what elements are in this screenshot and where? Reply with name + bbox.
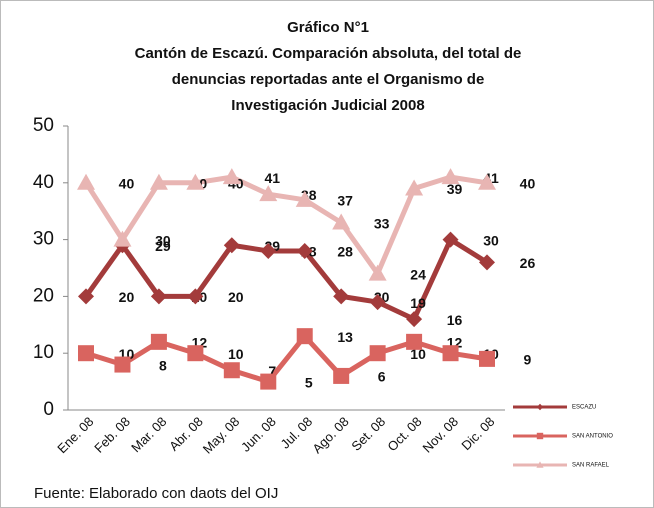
y-tick-label: 30 [33,229,54,250]
marker [260,373,277,390]
marker [223,362,240,379]
marker [77,173,95,190]
marker [442,345,459,362]
marker [406,333,423,350]
data-label: 8 [159,357,167,373]
data-label: 6 [378,369,386,385]
marker [296,242,313,259]
chart-title: Gráfico N°1 [287,19,369,36]
data-label: 13 [337,329,353,345]
data-label: 29 [155,238,171,254]
data-label: 40 [119,176,135,192]
marker [149,173,168,190]
data-label: 19 [410,295,426,311]
data-label: 7 [268,363,276,379]
legend-marker [536,461,544,468]
data-label: 20 [228,289,244,305]
marker [369,345,386,362]
data-label: 40 [520,176,536,192]
marker [114,356,131,373]
marker [78,288,94,305]
data-label: 30 [155,232,171,248]
data-label: 28 [337,244,353,260]
chart-title: denuncias reportadas ante el Organismo d… [172,71,485,88]
data-label: 37 [337,193,353,209]
data-label: 16 [447,312,463,328]
marker [296,328,313,345]
marker [113,230,132,247]
marker [259,185,278,202]
data-label: 10 [410,346,426,362]
series-line [83,174,488,277]
y-tick-label: 0 [43,399,54,420]
marker [478,173,496,190]
marker [479,350,495,367]
legend-label: SAN ANTONIO [572,434,613,440]
chart-title: Investigación Judicial 2008 [231,97,424,114]
data-label: 5 [305,374,313,390]
data-label: 41 [264,170,280,186]
legend-marker [536,432,544,440]
y-tick-label: 10 [33,342,54,363]
data-label: 39 [447,181,463,197]
marker [442,231,459,248]
marker [406,311,423,328]
marker [333,288,350,305]
marker [332,213,351,230]
data-label: 10 [228,346,244,362]
data-label: 24 [410,266,426,282]
data-label: 9 [524,352,532,368]
chart-title: Cantón de Escazú. Comparación absoluta, … [135,45,522,62]
data-label: 20 [119,289,135,305]
legend-label: SAN RAFAEL [572,463,610,469]
marker [405,179,424,196]
marker [369,294,386,311]
legend-label: ESCAZU [572,405,596,411]
marker [222,168,241,185]
marker [223,237,240,254]
source-note: Fuente: Elaborado con daots del OIJ [34,485,278,502]
marker [295,190,314,207]
series-line [83,237,489,322]
marker [187,288,204,305]
marker [479,254,495,271]
marker [368,264,387,281]
legend-marker [536,403,544,411]
marker [333,367,350,384]
marker [150,333,167,350]
marker [260,242,277,259]
y-tick-label: 40 [33,172,54,193]
data-label: 33 [374,215,390,231]
data-label: 30 [483,232,499,248]
marker [186,173,205,190]
y-tick-label: 50 [33,115,54,136]
y-tick-label: 20 [33,285,54,306]
marker [78,345,94,362]
marker [441,168,460,185]
data-label: 26 [520,255,536,271]
marker [150,288,167,305]
marker [187,345,204,362]
